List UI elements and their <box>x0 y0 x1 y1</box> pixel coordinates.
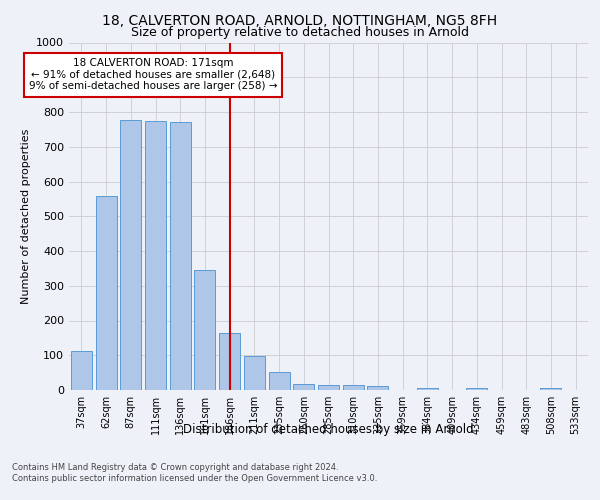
Text: Size of property relative to detached houses in Arnold: Size of property relative to detached ho… <box>131 26 469 39</box>
Text: Distribution of detached houses by size in Arnold: Distribution of detached houses by size … <box>184 422 474 436</box>
Bar <box>417 388 438 390</box>
Bar <box>466 388 487 390</box>
Bar <box>269 372 290 390</box>
Bar <box>244 356 265 390</box>
Bar <box>343 385 364 390</box>
Bar <box>71 351 92 390</box>
Text: Contains public sector information licensed under the Open Government Licence v3: Contains public sector information licen… <box>12 474 377 483</box>
Bar <box>367 386 388 390</box>
Bar <box>95 196 116 390</box>
Bar <box>194 270 215 390</box>
Bar <box>145 122 166 390</box>
Y-axis label: Number of detached properties: Number of detached properties <box>20 128 31 304</box>
Bar <box>219 332 240 390</box>
Text: 18, CALVERTON ROAD, ARNOLD, NOTTINGHAM, NG5 8FH: 18, CALVERTON ROAD, ARNOLD, NOTTINGHAM, … <box>103 14 497 28</box>
Bar <box>318 385 339 390</box>
Bar <box>293 384 314 390</box>
Bar <box>120 120 141 390</box>
Text: Contains HM Land Registry data © Crown copyright and database right 2024.: Contains HM Land Registry data © Crown c… <box>12 462 338 471</box>
Text: 18 CALVERTON ROAD: 171sqm
← 91% of detached houses are smaller (2,648)
9% of sem: 18 CALVERTON ROAD: 171sqm ← 91% of detac… <box>29 58 277 92</box>
Bar <box>170 122 191 390</box>
Bar <box>541 388 562 390</box>
